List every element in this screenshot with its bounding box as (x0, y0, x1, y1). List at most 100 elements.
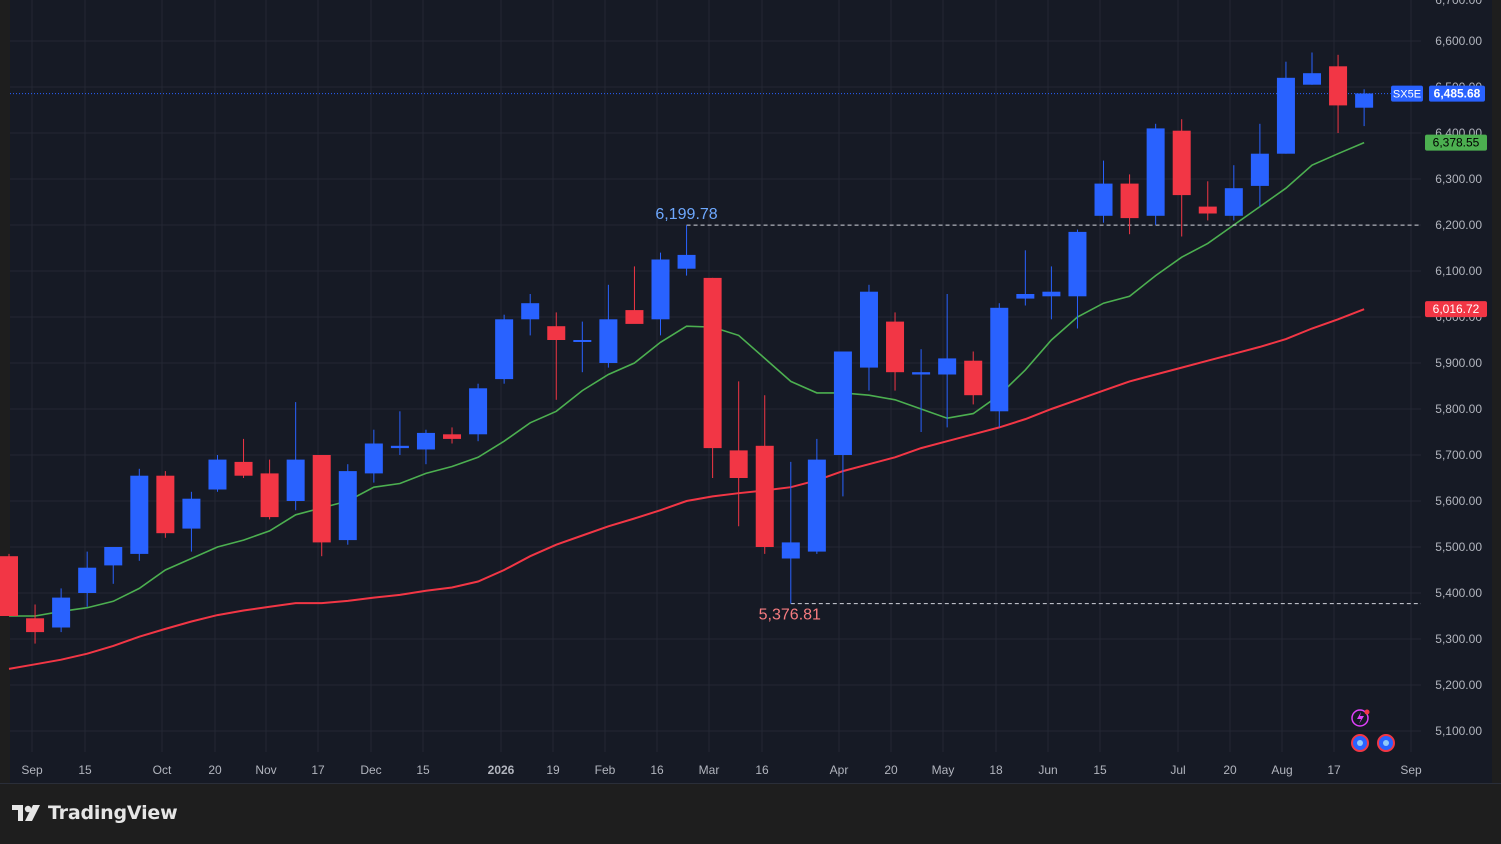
candle-body[interactable] (182, 498, 201, 529)
candle-body[interactable] (0, 556, 18, 616)
ma-short-tag (1425, 134, 1487, 151)
x-tick-label: 20 (884, 763, 898, 777)
ma-short-line (9, 141, 1365, 617)
candle-body[interactable] (599, 319, 618, 363)
candle-body[interactable] (1198, 206, 1217, 214)
candle-body[interactable] (573, 340, 592, 342)
candle-body[interactable] (1146, 128, 1165, 216)
y-tick-label: 5,100.00 (1435, 724, 1482, 738)
candle-body[interactable] (390, 445, 409, 449)
x-tick-label: Sep (21, 763, 43, 777)
candle-body[interactable] (1094, 183, 1113, 216)
chart-container[interactable]: 5,100.00 5,200.00 5,300.00 5,400.00 5,500.00… (0, 0, 1501, 784)
y-tick-label: 5,700.00 (1435, 448, 1482, 462)
x-tick-label: 20 (1223, 763, 1237, 777)
brand-logo[interactable]: TradingView (12, 802, 178, 824)
x-tick-label: 15 (1093, 763, 1107, 777)
candle-body[interactable] (547, 326, 566, 340)
x-tick-label: 18 (989, 763, 1003, 777)
candle-body[interactable] (1172, 130, 1191, 196)
candle-body[interactable] (755, 445, 774, 547)
ma-long-tag (1425, 301, 1487, 318)
last-price-tag (1429, 85, 1485, 102)
candle-body[interactable] (807, 459, 826, 552)
x-tick-label: Aug (1271, 763, 1292, 777)
ma-short-tag-text: 6,378.55 (1433, 136, 1480, 150)
candle-body[interactable] (781, 542, 800, 559)
x-tick-label: 17 (1327, 763, 1341, 777)
x-tick-label: 2026 (488, 763, 515, 777)
tradingview-logo-icon (12, 805, 40, 821)
time-axis[interactable] (10, 752, 1492, 784)
candle-body[interactable] (312, 455, 331, 543)
ma-long-tag-text: 6,016.72 (1433, 302, 1480, 316)
y-tick-label: 5,400.00 (1435, 586, 1482, 600)
candle-body[interactable] (156, 475, 175, 534)
candle-body[interactable] (495, 319, 514, 380)
candle-body[interactable] (208, 459, 227, 490)
candle-body[interactable] (1120, 183, 1139, 219)
candle-body[interactable] (703, 277, 722, 449)
candle-body[interactable] (651, 259, 670, 320)
candle-body[interactable] (938, 358, 957, 375)
y-tick-label: 5,900.00 (1435, 356, 1482, 370)
candle-body[interactable] (260, 473, 279, 518)
candle-body[interactable] (1224, 188, 1243, 216)
candle-body[interactable] (469, 388, 488, 435)
candle-body[interactable] (104, 547, 123, 566)
symbol-tag[interactable] (1391, 85, 1423, 102)
x-tick-label: Dec (360, 763, 381, 777)
lightning-glyph-icon (1357, 712, 1364, 724)
candle-body[interactable] (886, 321, 905, 373)
candle-body[interactable] (859, 291, 878, 368)
candle-body[interactable] (52, 597, 71, 628)
price-axis[interactable] (1421, 0, 1492, 752)
x-tick-label: 20 (208, 763, 222, 777)
candle-body[interactable] (990, 307, 1009, 412)
candle-body[interactable] (234, 461, 253, 476)
candle-body[interactable] (1355, 93, 1374, 108)
price-chart[interactable]: 5,100.00 5,200.00 5,300.00 5,400.00 5,500.00… (0, 0, 1501, 784)
y-tick-label: 6,200.00 (1435, 218, 1482, 232)
candle-body[interactable] (677, 254, 696, 269)
x-tick-label: Sep (1400, 763, 1422, 777)
candle-body[interactable] (26, 618, 45, 633)
x-tick-label: Jul (1170, 763, 1185, 777)
x-tick-label: May (932, 763, 955, 777)
candle-body[interactable] (1329, 66, 1348, 106)
candle-body[interactable] (729, 450, 748, 478)
candle-body[interactable] (625, 310, 644, 324)
y-tick-label: 6,600.00 (1435, 34, 1482, 48)
candle-body[interactable] (130, 475, 149, 554)
candle-body[interactable] (1250, 153, 1269, 186)
candle-body[interactable] (78, 567, 97, 593)
candle-body[interactable] (443, 434, 462, 439)
y-tick-label: 6,300.00 (1435, 172, 1482, 186)
y-tick-label: 5,600.00 (1435, 494, 1482, 508)
lightning-event-icon[interactable] (1351, 709, 1369, 727)
candle-body[interactable] (833, 351, 852, 456)
candle-body[interactable] (1068, 231, 1087, 297)
symbol-tag-text: SX5E (1393, 89, 1421, 101)
candle-body[interactable] (1303, 73, 1321, 85)
candle-body[interactable] (416, 432, 435, 450)
candle-body[interactable] (912, 372, 931, 375)
x-tick-label: 17 (311, 763, 325, 777)
y-tick-label: 6,100.00 (1435, 264, 1482, 278)
x-tick-label: Mar (699, 763, 720, 777)
earnings-event-dot-icon (1357, 740, 1363, 746)
candle-body[interactable] (364, 443, 383, 474)
x-tick-label: 16 (650, 763, 664, 777)
candle-body[interactable] (1042, 291, 1061, 297)
candle-body[interactable] (338, 471, 357, 541)
earnings-event-dot-icon (1383, 740, 1389, 746)
y-tick-label: 6,700.00 (1435, 0, 1482, 7)
candle-body[interactable] (1276, 77, 1295, 154)
y-tick-label: 5,300.00 (1435, 632, 1482, 646)
candle-body[interactable] (521, 303, 540, 320)
candle-body[interactable] (1016, 294, 1035, 299)
y-tick-label: 5,800.00 (1435, 402, 1482, 416)
candle-body[interactable] (964, 360, 983, 396)
x-tick-label: Jun (1038, 763, 1057, 777)
candle-body[interactable] (286, 459, 305, 501)
